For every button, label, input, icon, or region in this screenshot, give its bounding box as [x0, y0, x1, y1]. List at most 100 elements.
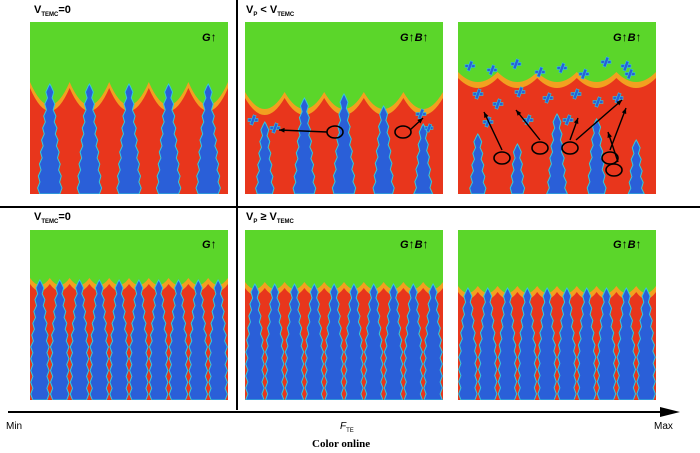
label-op: < [257, 4, 270, 16]
label-suffix: =0 [58, 4, 71, 16]
equiaxed-grain [486, 64, 498, 76]
flow-arrow [515, 109, 541, 141]
gravity-label: G [202, 32, 211, 44]
axis-min-label: Min [6, 421, 23, 432]
axis-title-sub: TE [346, 428, 354, 434]
dendrite [89, 279, 110, 400]
equiaxed-grain [620, 60, 632, 72]
dendrite [155, 83, 182, 194]
label-v: V [34, 4, 42, 16]
equiaxed-grain [464, 60, 476, 72]
arrowhead [621, 108, 627, 114]
gravity-label: G [202, 239, 211, 251]
equiaxed-grain [612, 92, 624, 104]
dendrite [129, 279, 149, 400]
dendrite [636, 287, 656, 400]
up-arrow-icon: ↑ [408, 237, 415, 251]
label-sub: TEMC [41, 12, 59, 19]
dendrite [413, 123, 434, 194]
equiaxed-grain [415, 108, 427, 120]
up-arrow-icon: ↑ [635, 237, 642, 251]
label-sub: TEMC [41, 219, 59, 226]
dendrite [477, 287, 498, 400]
dendrite [372, 105, 395, 194]
panel-r1c1 [30, 22, 228, 194]
dendrite [423, 283, 443, 400]
vertical-divider [236, 0, 238, 410]
label-v: V [246, 211, 254, 223]
equiaxed-grain [578, 68, 590, 80]
dendrite [30, 279, 50, 400]
label-sub: P [253, 12, 258, 19]
dendrite [537, 287, 557, 400]
simulation-image [458, 230, 656, 400]
up-arrow-icon: ↑ [210, 237, 217, 251]
panel-r1c3 [458, 22, 656, 194]
equiaxed-grain [562, 114, 574, 126]
equiaxed-grain [592, 96, 604, 108]
panel-r2c1 [30, 230, 228, 400]
dendrite [49, 279, 70, 400]
equiaxed-grain [492, 98, 504, 110]
row2-left-label: VTEMC=0 [34, 211, 71, 225]
dendrite [557, 287, 577, 400]
label-op: ≥ [257, 211, 270, 223]
up-arrow-icon: ↑ [621, 30, 628, 44]
ellipse-marker-icon [605, 163, 623, 177]
field-indicator-r2c2: G↑B↑ [400, 237, 429, 251]
equiaxed-grain [269, 122, 281, 134]
dendrite [331, 93, 357, 194]
flow-arrow [483, 111, 503, 151]
flow-arrow [609, 107, 627, 151]
dendrite [344, 283, 364, 400]
dendrite [284, 283, 305, 400]
dendrite [264, 283, 285, 400]
arrowhead [279, 127, 285, 133]
gravity-label: G [613, 239, 622, 251]
flow-arrow [575, 99, 623, 141]
magnetic-label: B [414, 32, 423, 44]
dendrite [586, 118, 607, 194]
arrowhead [484, 112, 489, 118]
dendrite [37, 83, 63, 194]
dendrite [517, 287, 538, 400]
row1-left-label: VTEMC=0 [34, 4, 71, 18]
dendrite [403, 283, 424, 400]
dendrite [195, 83, 221, 194]
arrowhead [607, 132, 612, 138]
label-suffix: =0 [58, 211, 71, 223]
label-v: V [246, 4, 254, 16]
row1-right-label: VP < VTEMC [246, 4, 294, 18]
dendrite [627, 139, 645, 194]
label-v2: V [269, 4, 278, 16]
axis-arrow-icon [8, 407, 680, 417]
dendrite [324, 283, 344, 400]
dendrite [509, 143, 526, 194]
panel-r1c2 [245, 22, 443, 194]
field-indicator-r1c3: G↑B↑ [613, 30, 642, 44]
dendrite [109, 279, 129, 400]
magnetic-label: B [414, 239, 423, 251]
field-indicator-r1c2: G↑B↑ [400, 30, 429, 44]
field-indicator-r2c3: G↑B↑ [613, 237, 642, 251]
up-arrow-icon: ↑ [408, 30, 415, 44]
equiaxed-grain [534, 66, 546, 78]
label-v2: V [269, 211, 277, 223]
axis-max-label: Max [654, 421, 673, 432]
dendrite [255, 121, 275, 194]
dendrite [168, 279, 189, 400]
simulation-image [245, 230, 443, 400]
ellipse-marker-icon [561, 141, 579, 155]
dendrite [148, 279, 169, 400]
equiaxed-grain [624, 68, 636, 80]
equiaxed-grain [472, 88, 484, 100]
gravity-label: G [400, 239, 409, 251]
label-v: V [34, 211, 42, 223]
simulation-image [30, 22, 228, 194]
dendrite [188, 279, 209, 400]
magnetic-label: B [627, 32, 636, 44]
label-sub: P [253, 219, 258, 226]
dendrite [208, 279, 228, 400]
ellipse-marker-icon [493, 151, 511, 165]
simulation-image [245, 22, 443, 194]
